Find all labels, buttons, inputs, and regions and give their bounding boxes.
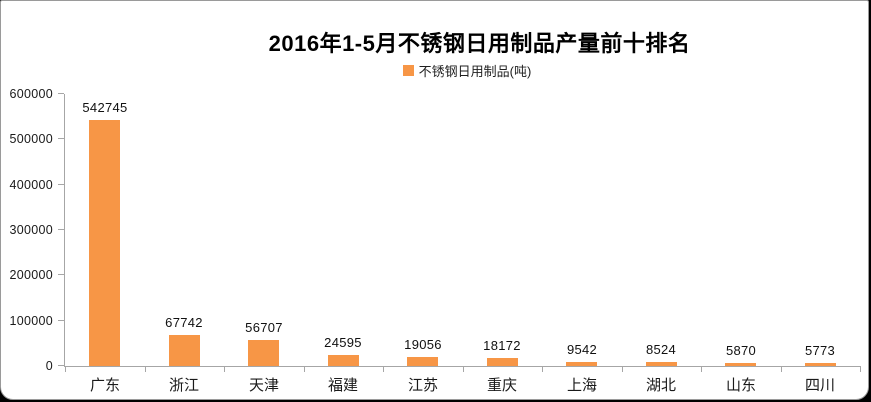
bar-value-label: 19056 [404, 337, 442, 352]
x-axis-tick [542, 366, 543, 372]
y-axis-tick-label: 500000 [9, 132, 53, 146]
x-axis-category-label: 重庆 [486, 377, 517, 394]
x-axis-tick [860, 366, 861, 372]
legend-series-label: 不锈钢日用制品(吨) [418, 64, 532, 79]
x-axis-tick [224, 366, 225, 372]
x-axis-tick [701, 366, 702, 372]
y-axis-tick-label: 200000 [9, 268, 53, 282]
y-axis-tick-label: 400000 [9, 178, 53, 192]
y-axis-tick [58, 365, 64, 366]
x-axis-category-label: 天津 [248, 377, 279, 394]
x-axis-tick [383, 366, 384, 372]
y-axis-tick [58, 229, 64, 230]
bar-2 [169, 335, 200, 366]
bar-value-label: 9542 [566, 342, 598, 357]
bar-6 [487, 358, 518, 366]
y-axis-tick [58, 320, 64, 321]
x-axis-category-label: 广东 [89, 377, 120, 394]
bar-4 [328, 355, 359, 366]
bar-9 [725, 363, 756, 366]
x-axis-category-label: 湖北 [645, 377, 676, 394]
x-axis-tick [622, 366, 623, 372]
x-axis-category-label: 江苏 [407, 377, 438, 394]
x-axis-category-label: 四川 [804, 377, 835, 394]
y-axis-tick [58, 138, 64, 139]
y-axis-tick-label: 600000 [9, 87, 53, 101]
bar-3 [248, 340, 279, 366]
x-axis-tick [781, 366, 782, 372]
x-axis-tick [304, 366, 305, 372]
bar-value-label: 5773 [804, 343, 836, 358]
x-axis-tick [65, 366, 66, 372]
bar-value-label: 8524 [645, 342, 677, 357]
x-axis-tick [145, 366, 146, 372]
bar-8 [646, 362, 677, 366]
y-axis-tick-label: 0 [45, 359, 53, 373]
bar-5 [407, 357, 438, 366]
y-axis-tick [58, 184, 64, 185]
x-axis-tick [463, 366, 464, 372]
x-axis-category-label: 上海 [566, 377, 597, 394]
bar-7 [566, 362, 597, 366]
bar-value-label: 542745 [82, 100, 128, 115]
y-axis-tick [58, 93, 64, 94]
chart-title: 2016年1-5月不锈钢日用制品产量前十排名 [268, 31, 691, 56]
bar-10 [805, 363, 836, 366]
legend: 不锈钢日用制品(吨) [66, 61, 868, 80]
y-axis-tick-label: 300000 [9, 223, 53, 237]
x-axis-category-label: 山东 [725, 377, 756, 394]
bar-value-label: 67742 [165, 315, 203, 330]
bar-value-label: 56707 [245, 320, 283, 335]
bar-value-label: 24595 [324, 335, 362, 350]
bar-value-label: 5870 [725, 343, 757, 358]
x-axis-category-label: 福建 [327, 377, 358, 394]
y-axis-tick-label: 100000 [9, 314, 53, 328]
bar-1 [89, 120, 120, 366]
bar-value-label: 18172 [483, 338, 521, 353]
legend-series-swatch [402, 65, 414, 76]
plot-area: 0 100000 200000 300000 400000 500000 600000 542… [9, 87, 861, 394]
y-axis-tick [58, 274, 64, 275]
x-axis-category-label: 浙江 [168, 377, 199, 394]
